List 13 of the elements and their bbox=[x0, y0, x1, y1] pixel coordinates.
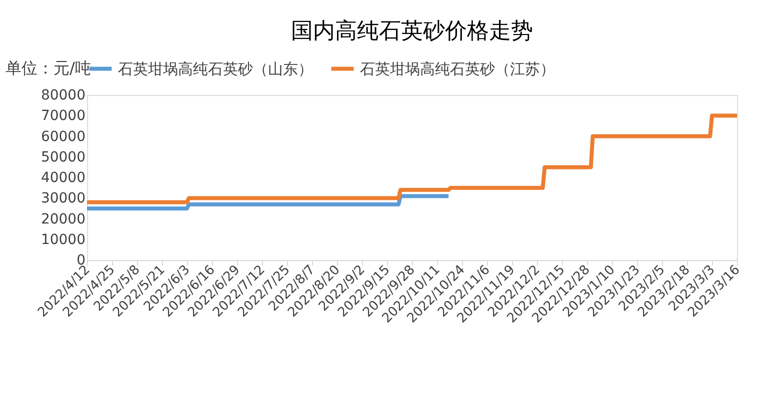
y-axis-title: 单位：元/吨 bbox=[6, 58, 91, 78]
y-tick-label: 70000 bbox=[40, 108, 86, 124]
y-tick-label: 50000 bbox=[40, 149, 86, 166]
y-tick-label: 40000 bbox=[40, 170, 86, 186]
y-tick-label: 60000 bbox=[40, 128, 86, 145]
y-tick-label: 10000 bbox=[40, 232, 86, 248]
line-series bbox=[85, 114, 739, 204]
chart-title: 国内高纯石英砂价格走势 bbox=[291, 19, 533, 44]
y-tick-label: 80000 bbox=[40, 88, 86, 104]
legend-label: 石英坩埚高纯石英砂（江苏） bbox=[360, 60, 555, 78]
y-tick-label: 20000 bbox=[40, 211, 86, 228]
y-tick-label: 30000 bbox=[40, 190, 86, 207]
legend-label: 石英坩埚高纯石英砂（山东） bbox=[118, 60, 313, 78]
